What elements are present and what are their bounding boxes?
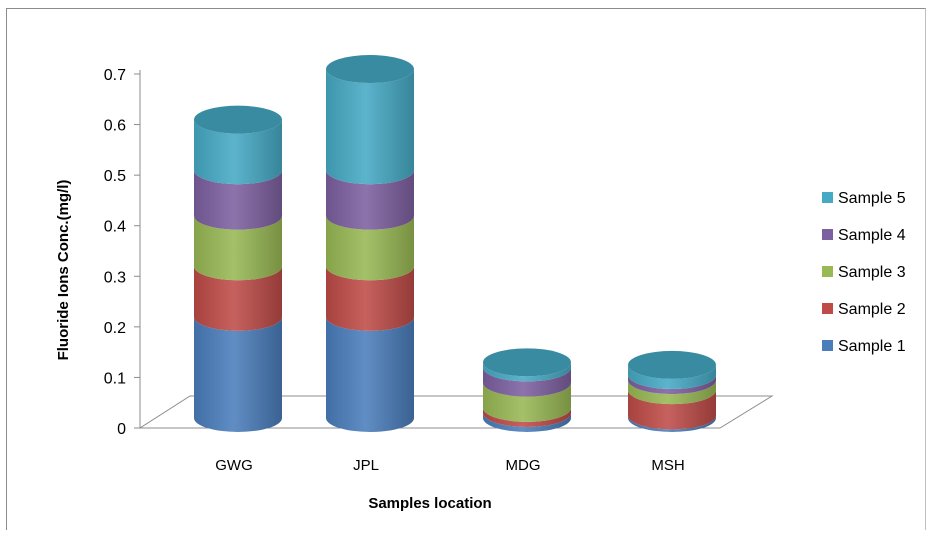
bar-segment-sample-4	[628, 375, 716, 395]
bar-segment-sample-1	[628, 415, 716, 432]
x-tick-label: GWG	[215, 457, 253, 474]
bar-segment-sample-1	[483, 412, 571, 432]
bars	[194, 55, 716, 432]
legend-item: Sample 4	[822, 227, 906, 244]
legend-swatch	[822, 340, 833, 351]
y-axis-title: Fluoride Ions Conc.(mg/l)	[55, 180, 72, 361]
bar-segment-sample-2	[483, 407, 571, 427]
x-tick-label: MSH	[651, 457, 684, 474]
bar-segment-sample-4	[483, 367, 571, 397]
legend-label: Sample 5	[838, 190, 906, 207]
bar-segment-sample-5	[483, 362, 571, 382]
y-tick-label: 0.5	[104, 168, 126, 185]
legend-label: Sample 1	[838, 338, 906, 355]
bar-segment-sample-5	[326, 69, 414, 185]
cylinder-gwg	[194, 105, 282, 432]
bar-top-cap	[326, 55, 414, 84]
legend: Sample 5 Sample 4 Sample 3 Sample 2 Sample 1	[822, 190, 906, 355]
y-axis: 0 0.1 0.2 0.3 0.4 0.5 0.6 0.7	[104, 67, 141, 438]
x-axis-title: Samples location	[368, 495, 491, 512]
bar-segment-sample-3	[483, 382, 571, 422]
legend-item: Sample 5	[822, 190, 906, 207]
y-tick-label: 0.4	[104, 219, 126, 236]
x-tick-label: JPL	[353, 457, 379, 474]
bar-segment-sample-5	[628, 364, 716, 390]
bar-segment-sample-1	[326, 316, 414, 432]
chart-frame	[6, 8, 926, 530]
y-tick-label: 0.6	[104, 118, 126, 135]
bar-segment-sample-1	[194, 316, 282, 432]
bar-segment-sample-3	[194, 215, 282, 281]
legend-swatch	[822, 303, 833, 314]
bar-segment-sample-3	[326, 215, 414, 281]
cylinder-msh	[628, 350, 716, 432]
legend-swatch	[822, 192, 833, 203]
y-tick-label: 0	[117, 421, 126, 438]
bar-segment-sample-2	[326, 266, 414, 331]
cylinder-jpl	[326, 55, 414, 432]
legend-item: Sample 2	[822, 301, 906, 318]
bar-segment-sample-2	[628, 390, 716, 430]
bar-top-cap	[628, 350, 716, 379]
legend-label: Sample 4	[838, 227, 906, 244]
legend-swatch	[822, 229, 833, 240]
legend-item: Sample 1	[822, 338, 906, 355]
x-axis: GWG JPL MDG MSH	[215, 457, 684, 474]
cylinder-mdg	[483, 348, 571, 432]
y-tick-label: 0.7	[104, 67, 126, 84]
bar-segment-sample-2	[194, 266, 282, 331]
bar-segment-sample-3	[628, 380, 716, 405]
x-tick-label: MDG	[506, 457, 541, 474]
y-tick-label: 0.2	[104, 320, 126, 337]
legend-label: Sample 3	[838, 264, 906, 281]
bar-segment-sample-5	[194, 119, 282, 185]
bar-segment-sample-4	[194, 170, 282, 230]
bar-top-cap	[194, 105, 282, 134]
legend-swatch	[822, 266, 833, 277]
bar-top-cap	[483, 348, 571, 377]
y-tick-label: 0.3	[104, 269, 126, 286]
y-tick-label: 0.1	[104, 370, 126, 387]
legend-label: Sample 2	[838, 301, 906, 318]
legend-item: Sample 3	[822, 264, 906, 281]
bar-segment-sample-4	[326, 170, 414, 230]
